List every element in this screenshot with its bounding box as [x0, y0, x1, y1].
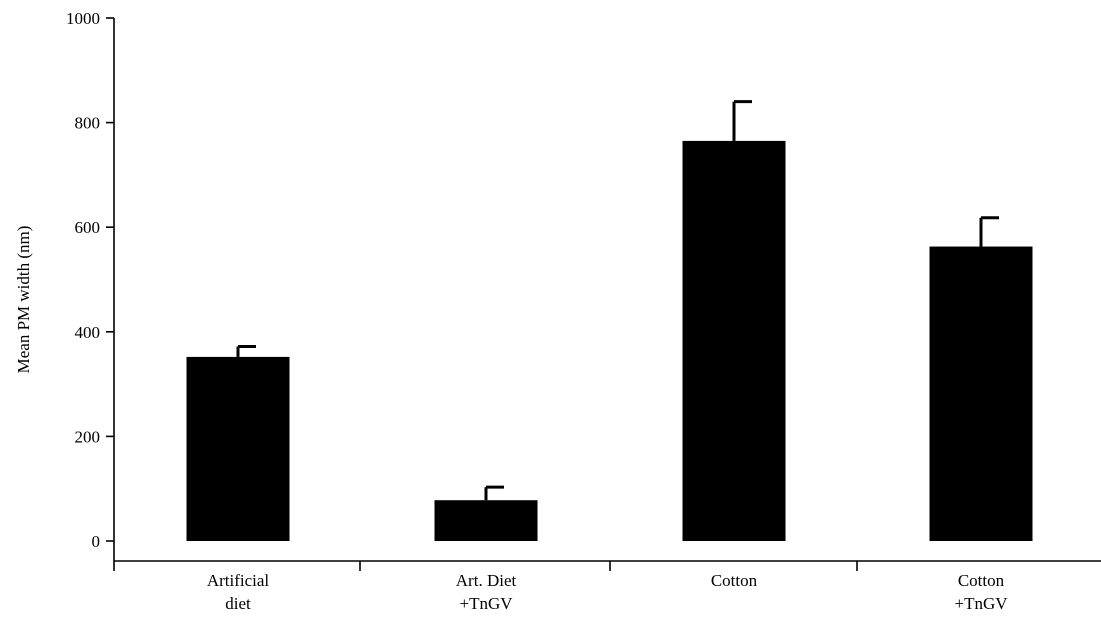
bar: [186, 356, 290, 541]
x-tick-label: Art. Diet +TnGV: [456, 571, 517, 613]
x-tick-label-line: +TnGV: [459, 594, 513, 613]
x-tick-label-line: +TnGV: [954, 594, 1008, 613]
x-tick-label: Artificial diet: [207, 571, 270, 613]
y-tick-label: 800: [75, 114, 101, 133]
y-tick-label: 400: [75, 323, 101, 342]
y-tick-label: 1000: [66, 9, 100, 28]
y-tick-label: 0: [92, 532, 101, 551]
x-tick-label-line: Cotton: [958, 571, 1005, 590]
bar: [929, 246, 1033, 541]
bar: [682, 140, 786, 541]
y-tick-label: 600: [75, 218, 101, 237]
y-axis-label: Mean PM width (nm): [14, 226, 33, 374]
x-tick-label-line: Art. Diet: [456, 571, 517, 590]
x-tick-label: Cotton +TnGV: [954, 571, 1008, 613]
x-tick-label-line: Cotton: [711, 571, 758, 590]
y-tick-label: 200: [75, 427, 101, 446]
x-tick-label: Cotton: [711, 571, 758, 590]
x-tick-label-line: Artificial: [207, 571, 270, 590]
x-tick-label-line: diet: [225, 594, 251, 613]
bar: [434, 500, 538, 541]
